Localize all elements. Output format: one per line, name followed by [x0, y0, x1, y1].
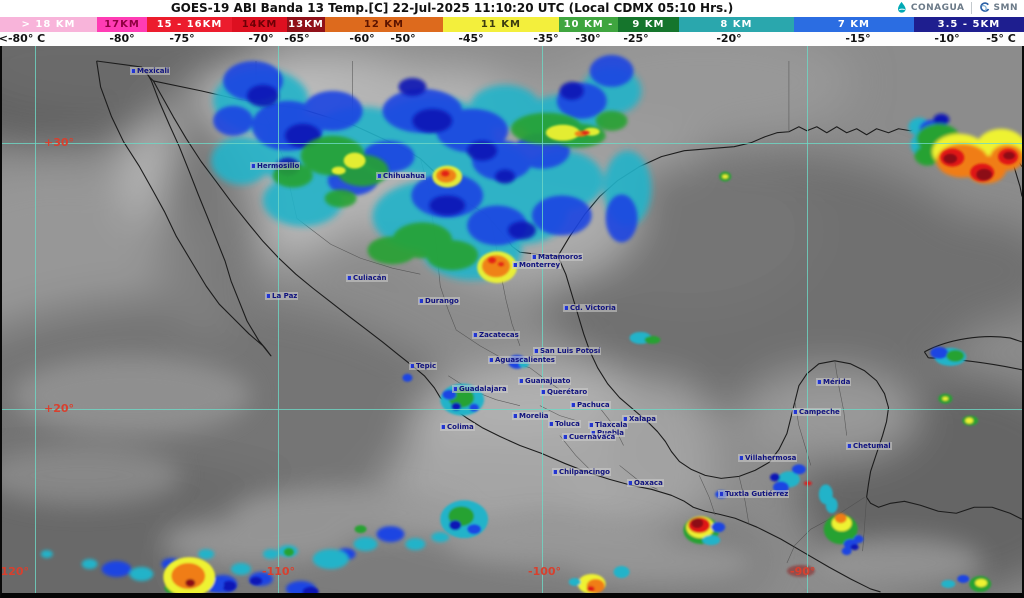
smn-logo: SMN — [978, 1, 1018, 14]
scale-temps: <-80° C -80° -75° -70° -65° -60° -50° -45° -35° -… — [0, 32, 1024, 46]
cloud-layer-north — [211, 55, 652, 284]
temp-tick-label: -25° — [623, 32, 649, 45]
temp-tick-label: -70° — [248, 32, 274, 45]
storm-pacific-sw — [40, 525, 630, 593]
scale-band: 11 KM — [442, 17, 559, 32]
city-label: Matamoros — [531, 253, 584, 261]
scale-band: > 18 KM — [0, 17, 97, 32]
temp-tick-label: <-80° C — [0, 32, 46, 45]
city-label: Tlaxcala — [588, 421, 629, 429]
temp-tick-label: -35° — [533, 32, 559, 45]
scale-band: 9 KM — [617, 17, 679, 32]
latitude-label: +30° — [44, 136, 75, 149]
city-label: San Luis Potosí — [533, 347, 602, 355]
scale-band: 8 KM — [678, 17, 794, 32]
city-label: Xalapa — [622, 415, 657, 423]
longitude-label: -120° — [0, 565, 30, 578]
city-label: Toluca — [548, 420, 581, 428]
temp-tick-label: -10° — [934, 32, 960, 45]
city-label: Mérida — [816, 378, 852, 386]
temp-tick-label: -30° — [575, 32, 601, 45]
storm-tehuantepec — [683, 490, 728, 546]
grid-line-vertical — [807, 46, 808, 593]
city-label: Cd. Victoria — [563, 304, 617, 312]
temp-tick-label: -75° — [169, 32, 195, 45]
temp-tick-label: -80° — [109, 32, 135, 45]
conagua-drop-icon — [897, 1, 906, 13]
scale-band: 7 KM — [793, 17, 914, 32]
city-label: Monterrey — [512, 261, 562, 269]
longitude-label: -100° — [528, 565, 562, 578]
temp-tick-label: -65° — [284, 32, 310, 45]
satellite-map: -120° -110° -100° -90° +30° +20° Mexicali Herm… — [0, 46, 1024, 598]
header: GOES-19 ABI Banda 13 Temp.[C] 22-Jul-202… — [0, 0, 1024, 17]
temp-tick-label: -45° — [458, 32, 484, 45]
city-label: Chihuahua — [376, 172, 426, 180]
longitude-label: -110° — [262, 565, 296, 578]
grid-line-vertical — [542, 46, 543, 593]
image-title: GOES-19 ABI Banda 13 Temp.[C] 22-Jul-202… — [170, 1, 734, 15]
conagua-logo: CONAGUA — [895, 1, 965, 14]
smn-cyclone-icon — [979, 2, 989, 12]
city-label: Oaxaca — [627, 479, 664, 487]
city-label: Guanajuato — [518, 377, 572, 385]
grid-line-vertical — [278, 46, 279, 593]
scale-bands: > 18 KM 17KM 15 - 16KM 14KM 13KM 12 KM 11 KM 10… — [0, 17, 1024, 32]
temp-tick-label: -20° — [716, 32, 742, 45]
temp-tick-label: -60° — [349, 32, 375, 45]
scale-band: 3.5 - 5KM — [913, 17, 1024, 32]
city-label: Morelia — [512, 412, 550, 420]
scale-band: 15 - 16KM — [147, 17, 233, 32]
city-label: Mexicali — [130, 67, 171, 75]
city-label: Tuxtla Gutiérrez — [718, 490, 790, 498]
city-label: Querétaro — [540, 388, 589, 396]
smn-label: SMN — [993, 2, 1018, 13]
city-label: Tepic — [409, 362, 438, 370]
city-label: Culiacán — [346, 274, 388, 282]
city-label: Chilpancingo — [552, 468, 611, 476]
agency-logos: CONAGUA SMN — [895, 1, 1018, 14]
city-label: La Paz — [265, 292, 299, 300]
city-label: Durango — [418, 297, 460, 305]
grid-line-vertical — [35, 46, 36, 593]
city-label: Cuernavaca — [562, 433, 617, 441]
longitude-label: -90° — [790, 565, 816, 578]
scale-band: 17KM — [96, 17, 148, 32]
city-label: Aguascalientes — [488, 356, 556, 364]
temp-tick-label: -15° — [845, 32, 871, 45]
city-label: Villahermosa — [738, 454, 798, 462]
city-label: Chetumal — [846, 442, 892, 450]
scale-band: 13KM — [287, 17, 325, 32]
storm-gulf-coast — [719, 113, 1022, 184]
conagua-label: CONAGUA — [910, 2, 965, 13]
scale-band: 12 KM — [324, 17, 443, 32]
city-label: Guadalajara — [452, 385, 508, 393]
city-label: Pachuca — [570, 401, 611, 409]
grid-line-horizontal — [2, 143, 1022, 144]
scale-band: 14KM — [232, 17, 287, 32]
city-label: Colima — [440, 423, 475, 431]
grid-line-horizontal — [2, 409, 1022, 410]
city-label: Campeche — [792, 408, 841, 416]
scale-band: 10 KM - — [558, 17, 618, 32]
logo-divider — [970, 1, 972, 14]
city-label: Hermosillo — [250, 162, 301, 170]
temp-tick-label: -5° C — [986, 32, 1016, 45]
latitude-label: +20° — [44, 402, 75, 415]
satellite-imagery — [2, 46, 1022, 593]
city-label: Zacatecas — [472, 331, 520, 339]
temp-tick-label: -50° — [390, 32, 416, 45]
